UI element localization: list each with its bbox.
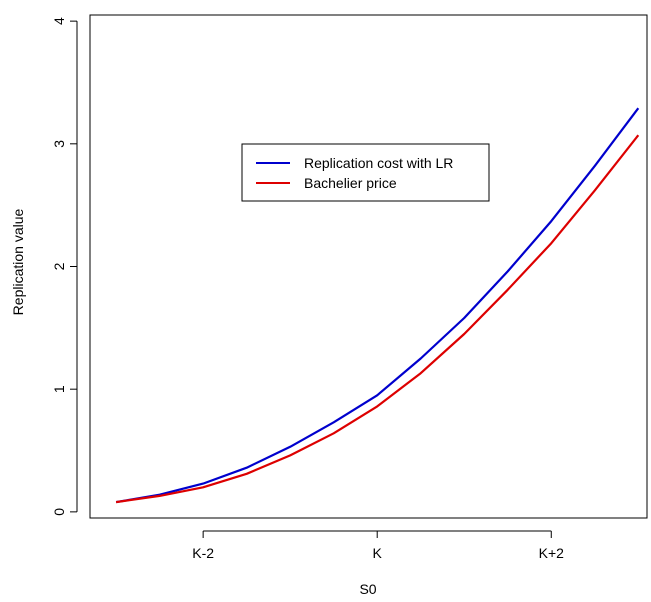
y-tick-label: 1 (51, 385, 67, 393)
series-line-bachelier (115, 134, 640, 504)
series-line-replication (115, 107, 640, 504)
y-axis: 0 1 2 3 4 (51, 17, 78, 516)
y-axis-title: Replication value (10, 208, 26, 315)
y-tick-label: 0 (51, 508, 67, 516)
x-tick-label: K-2 (192, 545, 214, 561)
x-axis-title: S0 (359, 581, 376, 597)
x-axis: K-2 K K+2 (192, 530, 565, 561)
legend: Replication cost with LR Bachelier price (241, 143, 490, 202)
y-tick-label: 2 (51, 262, 67, 270)
plot-frame (89, 14, 648, 519)
y-tick-label: 3 (51, 140, 67, 148)
legend-label-replication: Replication cost with LR (304, 155, 453, 171)
y-tick-label: 4 (51, 17, 67, 25)
legend-box (241, 143, 490, 202)
x-tick-label: K (373, 545, 383, 561)
legend-label-bachelier: Bachelier price (304, 175, 397, 191)
series-layer (115, 107, 640, 504)
x-tick-label: K+2 (539, 545, 565, 561)
